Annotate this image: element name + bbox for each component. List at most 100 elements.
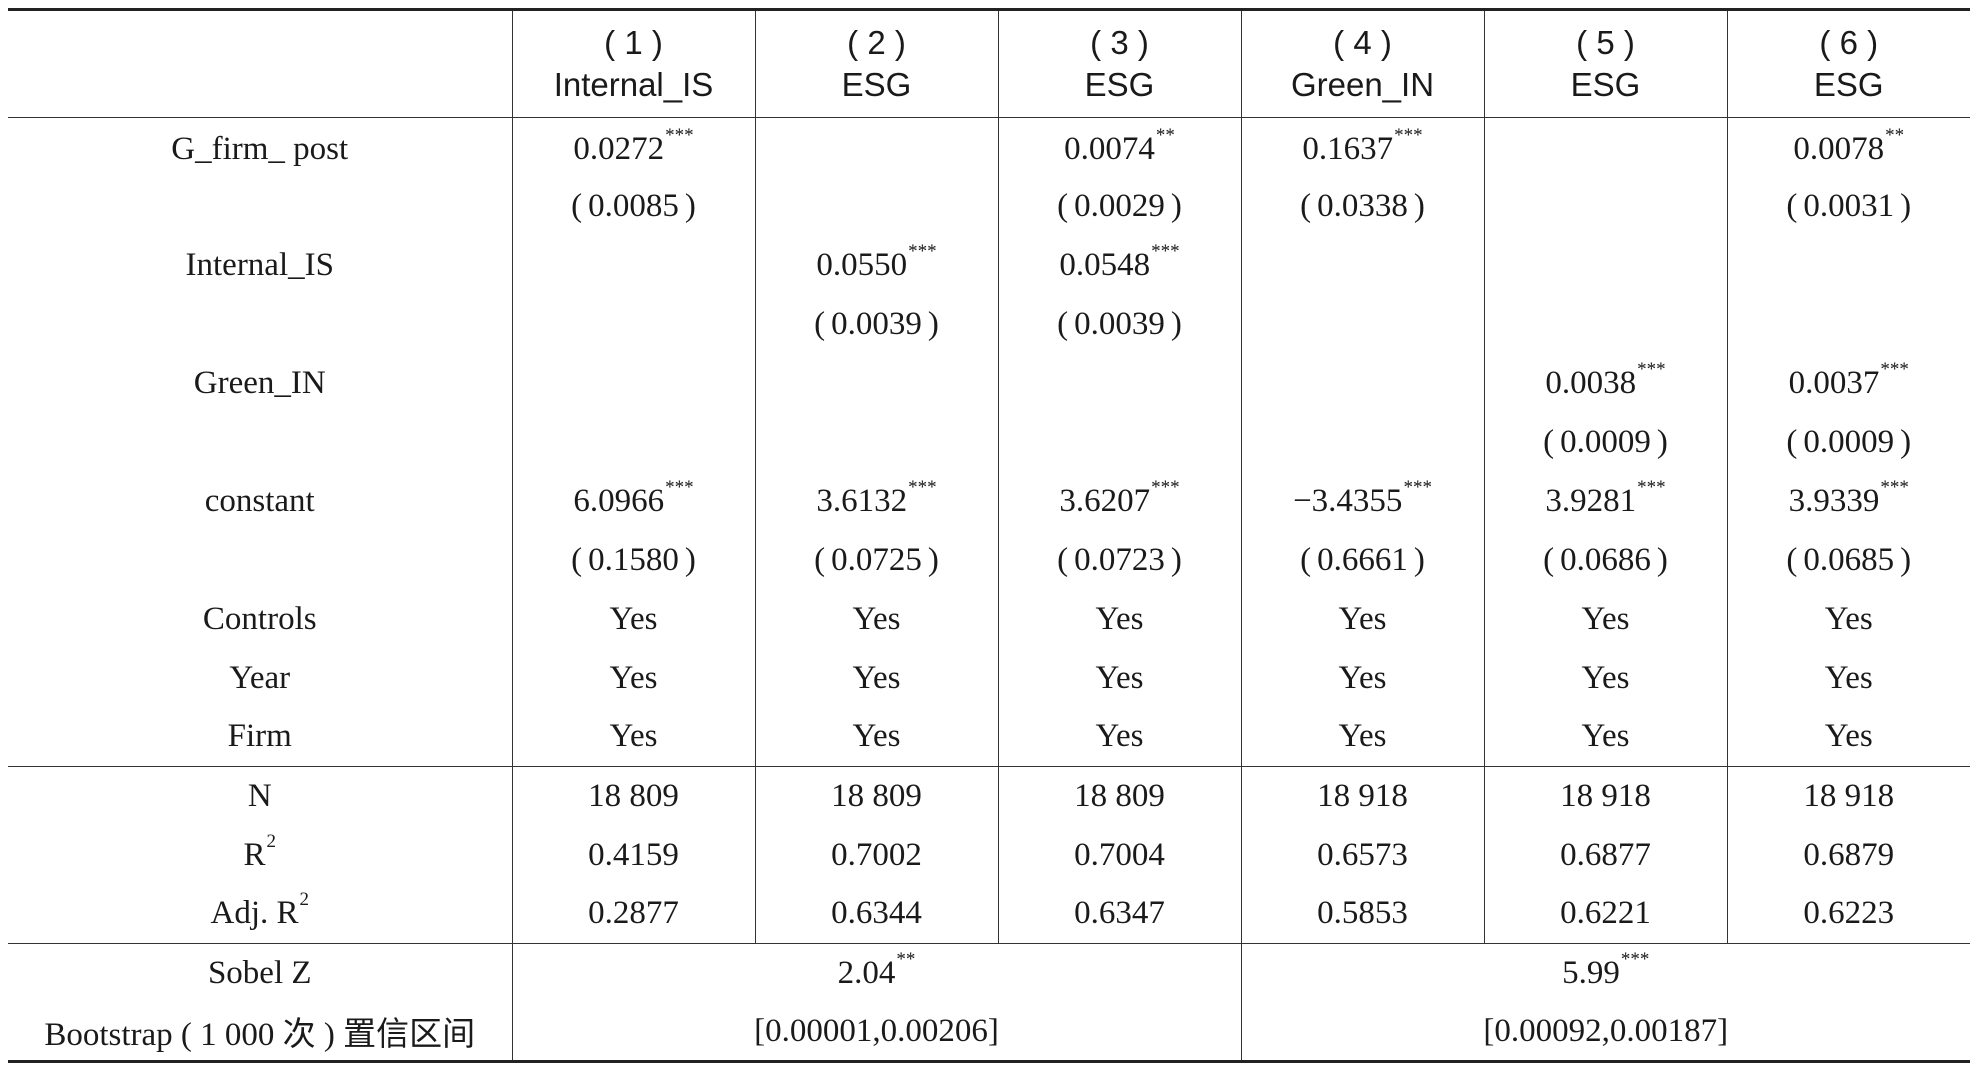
row-label-text: N: [247, 777, 272, 814]
dependent-variable: Internal_IS: [553, 66, 714, 103]
cell-value: Yes: [1338, 600, 1387, 637]
standard-error-cell: (0.1580): [511, 530, 755, 590]
coefficient-cell: 3.6132***: [754, 471, 998, 531]
cell-value: Yes: [1095, 718, 1144, 755]
standard-error-cell: (0.0338): [1240, 176, 1484, 236]
paren-open: (: [1057, 187, 1069, 224]
cell-value: 18 809: [831, 777, 922, 814]
coefficient-value: 0.0272: [573, 130, 665, 167]
paren-close: ): [684, 541, 696, 578]
row-label-text: Firm: [227, 718, 292, 755]
coefficient-value: 0.0548: [1059, 246, 1151, 283]
value-cell: Yes: [511, 589, 755, 649]
cell-value: Yes: [852, 600, 901, 637]
cell-value: 0.6573: [1317, 836, 1408, 873]
paren-open: (: [814, 305, 826, 342]
paren-close: ): [1900, 187, 1912, 224]
value-cell: Yes: [511, 648, 755, 708]
dependent-variable: ESG: [1813, 66, 1884, 103]
significance-stars: ***: [665, 124, 694, 146]
standard-error-value: 0.0039: [831, 305, 922, 342]
coefficient-cell: 6.0966***: [511, 471, 755, 531]
coefficient-cell: 3.9339***: [1726, 471, 1970, 531]
row-label-empty: [8, 413, 512, 472]
row-label: R2: [8, 826, 512, 885]
paren-open: (: [1543, 423, 1555, 460]
cell-value: 0.7002: [831, 836, 922, 873]
row-label: Sobel Z: [8, 943, 512, 1003]
significance-stars: **: [1885, 124, 1905, 146]
value-cell: 18 809: [997, 766, 1241, 826]
coefficient-cell: 3.6207***: [997, 471, 1241, 531]
standard-error-cell: (0.0031): [1726, 176, 1970, 236]
standard-error-value: 0.0085: [588, 187, 679, 224]
value-cell: 18 809: [511, 766, 755, 826]
standard-error-cell: (0.0686): [1483, 530, 1727, 590]
row-label-text: Sobel Z: [207, 954, 312, 991]
paren-close: ): [1170, 541, 1182, 578]
coefficient-cell: −3.4355***: [1240, 471, 1484, 531]
standard-error-value: 0.0031: [1803, 187, 1895, 224]
cell-value: Yes: [1338, 718, 1387, 755]
paren-open: (: [571, 187, 583, 224]
standard-error-value: 0.6661: [1317, 541, 1408, 578]
significance-stars: **: [896, 948, 916, 970]
cell-value: Yes: [1095, 659, 1144, 696]
standard-error-cell: [1240, 412, 1484, 472]
standard-error-cell: [1483, 176, 1727, 236]
cell-value: Yes: [1581, 600, 1630, 637]
coefficient-cell: [1240, 235, 1484, 295]
coefficient-value: 0.0074: [1064, 130, 1155, 167]
interval-value: [0.00092,0.00187]: [1483, 1012, 1729, 1049]
coefficient-cell: [754, 117, 998, 177]
stub-header: [8, 8, 512, 118]
column-number: ( 4 ): [1333, 24, 1392, 61]
column-header-5: ( 5 ) ESG: [1483, 8, 1727, 118]
coefficient-row: G_firm_ post 0.0272*** 0.0074** 0.1637*** 0.…: [8, 117, 1970, 177]
standard-error-cell: [1726, 294, 1970, 354]
coefficient-value: 0.0038: [1545, 364, 1637, 401]
significance-stars: ***: [1394, 124, 1423, 146]
standard-error-cell: (0.0039): [997, 294, 1241, 354]
paren-open: (: [1300, 187, 1312, 224]
coefficient-cell: 0.0272***: [511, 117, 755, 177]
cell-value: 18 809: [1074, 777, 1165, 814]
standard-error-cell: [997, 412, 1241, 472]
standard-error-value: 0.0725: [831, 541, 922, 578]
row-label-text: Green_IN: [193, 364, 326, 401]
coefficient-value: 3.6132: [816, 482, 908, 519]
statistic-row: Firm Yes Yes Yes Yes Yes Yes: [8, 707, 1970, 767]
standard-error-row: (0.0039)(0.0039): [8, 294, 1970, 354]
dependent-variable: ESG: [841, 66, 912, 103]
significance-stars: ***: [1620, 948, 1650, 970]
row-label-empty: [8, 177, 512, 236]
cell-value: Yes: [1581, 718, 1630, 755]
cell-value: 0.6347: [1074, 895, 1165, 932]
value-cell: 0.6347: [997, 884, 1241, 944]
value-cell: Yes: [754, 707, 998, 767]
cell-value: Yes: [852, 718, 901, 755]
value-cell: 0.6877: [1483, 825, 1727, 885]
row-label-text: R: [243, 836, 266, 873]
value-cell: 0.4159: [511, 825, 755, 885]
dependent-variable: ESG: [1570, 66, 1641, 103]
cell-value: 0.6344: [831, 895, 922, 932]
column-header-6: ( 6 ) ESG: [1726, 8, 1970, 118]
coefficient-cell: 0.0074**: [997, 117, 1241, 177]
cell-value: Yes: [609, 600, 658, 637]
significance-stars: ***: [1637, 358, 1666, 380]
row-label: Firm: [8, 708, 512, 767]
statistic-row: Controls Yes Yes Yes Yes Yes Yes: [8, 589, 1970, 649]
standard-error-row: (0.0009)(0.0009): [8, 412, 1970, 472]
superscript: 2: [299, 889, 310, 911]
cell-value: 0.6877: [1560, 836, 1651, 873]
coefficient-cell: 0.0078**: [1726, 117, 1970, 177]
dependent-variable: ESG: [1084, 66, 1155, 103]
coefficient-cell: 0.0550***: [754, 235, 998, 295]
merged-statistic-row: Bootstrap ( 1 000 次 ) 置信区间 [0.00001,0.002…: [8, 1002, 1970, 1063]
merged-cell-left: [0.00001,0.00206]: [511, 1002, 1241, 1063]
significance-stars: ***: [1151, 476, 1180, 498]
paren-close: ): [1656, 423, 1668, 460]
cell-value: Yes: [1824, 659, 1873, 696]
coefficient-value: 0.0037: [1788, 364, 1880, 401]
